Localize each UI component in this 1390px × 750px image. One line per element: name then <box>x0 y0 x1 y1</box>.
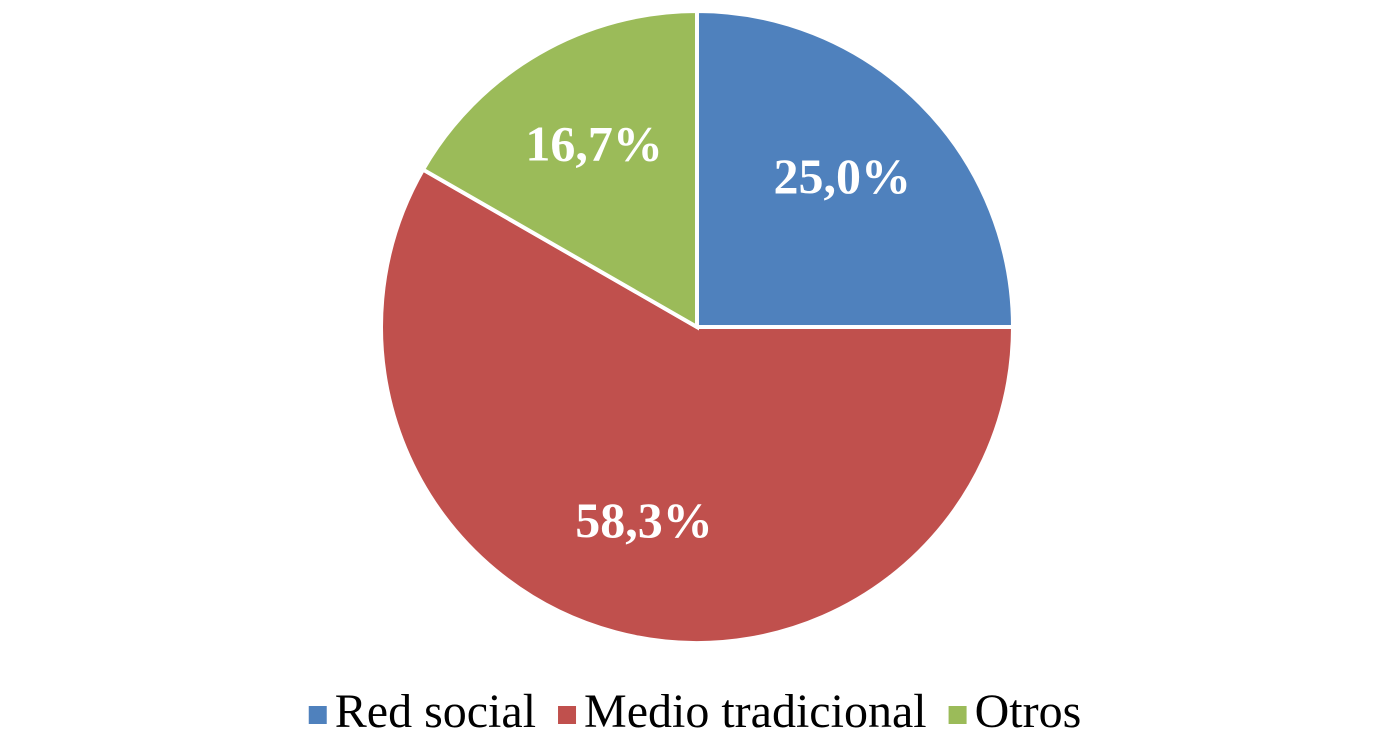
legend-label: Medio tradicional <box>584 685 927 738</box>
legend: Red social Medio tradicional Otros <box>308 685 1082 738</box>
legend-label: Otros <box>975 685 1082 738</box>
value-label: 58,3% <box>575 492 713 548</box>
value-label: 16,7% <box>525 116 663 172</box>
pie-slice <box>420 8 699 331</box>
legend-label: Red social <box>335 685 536 738</box>
legend-swatch <box>308 706 327 724</box>
value-label: 25,0% <box>773 148 911 204</box>
legend-swatch <box>948 706 967 724</box>
pie-slice <box>379 166 1016 645</box>
legend-swatch <box>558 706 577 724</box>
pie-slice <box>695 8 1016 329</box>
